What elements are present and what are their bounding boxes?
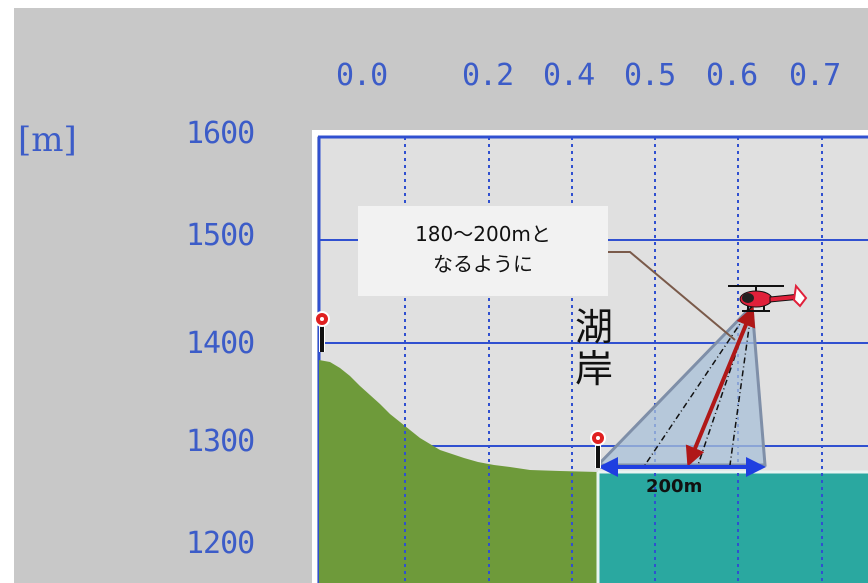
terrain [319, 360, 598, 583]
top-tick-0: 0.0 [336, 58, 388, 93]
callout-line-1: 180〜200mと [415, 222, 551, 246]
top-tick-2: 0.4 [543, 58, 595, 93]
left-tick-1500: 1500 [186, 218, 255, 253]
left-tick-1600: 1600 [186, 116, 255, 151]
distance-label: 200m [646, 476, 703, 497]
pin-icon [314, 311, 330, 352]
top-tick-4: 0.6 [706, 58, 758, 93]
left-tick-1300: 1300 [186, 424, 255, 459]
pin-icon [590, 430, 606, 468]
altitude-arrow [685, 306, 756, 467]
top-tick-1: 0.2 [462, 58, 514, 93]
callout-box: 180〜200mと なるように [358, 206, 608, 296]
left-tick-1200: 1200 [186, 526, 255, 561]
helicopter-icon [728, 283, 808, 312]
plot-border-left [312, 130, 317, 583]
callout-leader [598, 251, 736, 341]
lakeshore-char-1: 湖 [574, 305, 613, 349]
unit-label: [m] [18, 120, 77, 160]
top-tick-5: 0.7 [789, 58, 841, 93]
left-tick-1400: 1400 [186, 326, 255, 361]
plot-border-top [316, 130, 868, 136]
lake-water [598, 472, 868, 583]
callout-line-2: なるように [433, 252, 533, 276]
lakeshore-char-2: 岸 [574, 347, 613, 391]
top-tick-3: 0.5 [624, 58, 676, 93]
lakeshore-label: 湖 岸 [574, 306, 614, 390]
vertical-grid [404, 137, 823, 583]
